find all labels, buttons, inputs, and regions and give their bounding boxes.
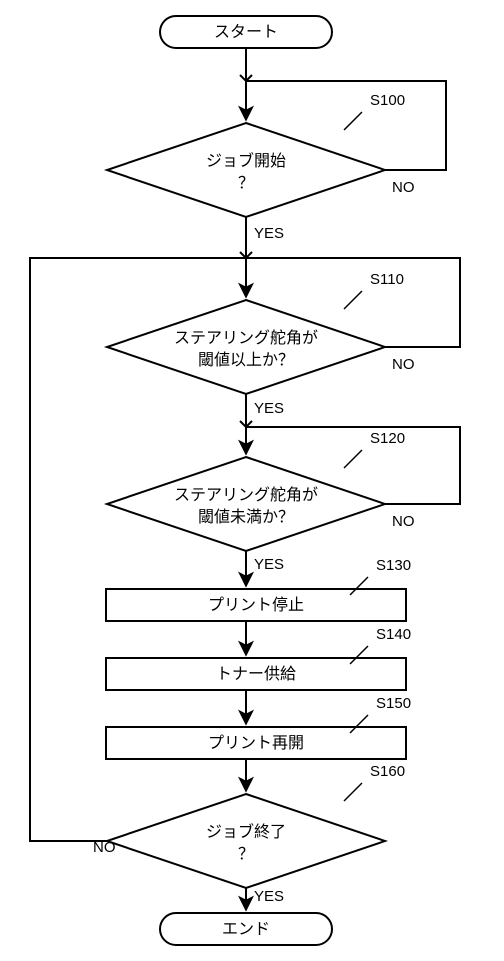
label1-s120: ステアリング舵角が: [174, 486, 318, 504]
label2-s100: ？: [238, 175, 254, 192]
label-start: スタート: [214, 23, 278, 41]
label2-s120: 閾値未満か？: [198, 508, 294, 526]
label1-s160: ジョブ終了: [206, 822, 286, 841]
edge-label-s100_yes: YES: [254, 225, 284, 242]
step-label-s100: S100: [370, 92, 405, 109]
label2-s110: 閾値以上か？: [198, 351, 294, 369]
label-s140: トナー供給: [216, 665, 296, 683]
step-label-s130: S130: [376, 557, 411, 574]
edge-label-s120_no: NO: [392, 513, 415, 530]
edge-label-s160_yes: YES: [254, 888, 284, 905]
label1-s110: ステアリング舵角が: [174, 329, 318, 347]
step-leader-s100: [344, 112, 362, 130]
step-label-s120: S120: [370, 430, 405, 447]
edge-label-s120_yes: YES: [254, 556, 284, 573]
label-s150: プリント再開: [208, 734, 304, 752]
edge-label-s110_yes: YES: [254, 400, 284, 417]
label1-s100: ジョブ開始: [206, 151, 286, 170]
edge-label-s110_no: NO: [392, 356, 415, 373]
label-s130: プリント停止: [208, 596, 304, 614]
edge-label-s100_no: NO: [392, 179, 415, 196]
label2-s160: ？: [238, 846, 254, 863]
edge-label-s160_no: NO: [93, 839, 116, 856]
step-label-s110: S110: [370, 271, 404, 288]
flowchart-canvas: スタートエンド ジョブ開始 ？ S100 ステアリング舵角が閾値以上か？ S110 ステアリ…: [0, 0, 504, 961]
step-leader-s110: [344, 291, 362, 309]
label-end: エンド: [222, 921, 270, 938]
step-label-s160: S160: [370, 763, 405, 780]
step-leader-s120: [344, 450, 362, 468]
step-label-s140: S140: [376, 626, 411, 643]
step-label-s150: S150: [376, 695, 411, 712]
step-leader-s160: [344, 783, 362, 801]
